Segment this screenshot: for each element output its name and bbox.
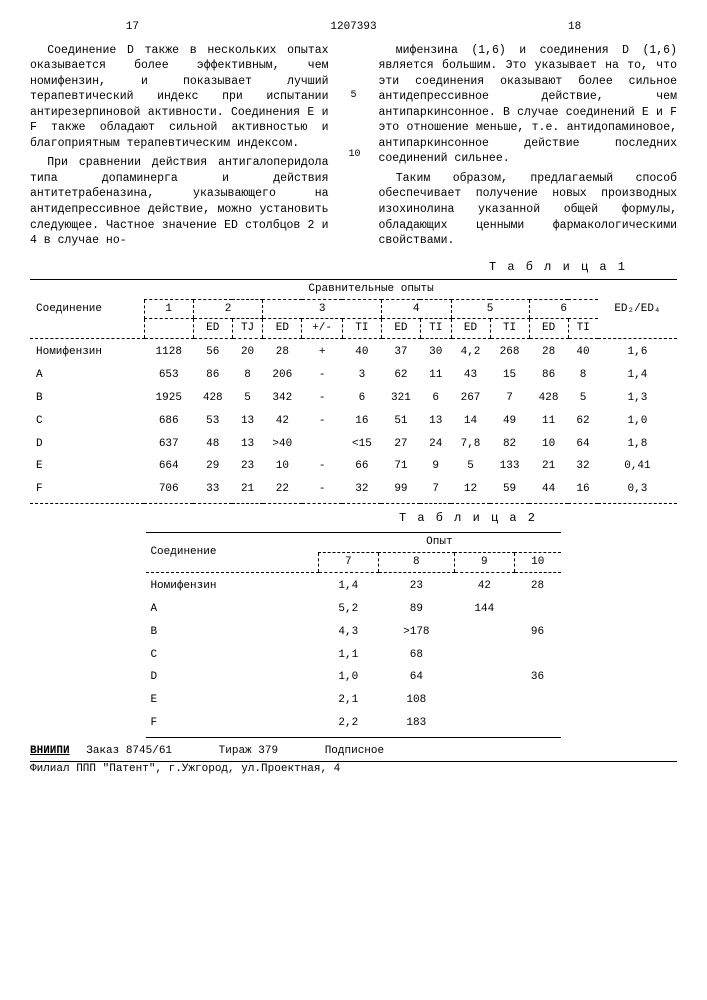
right-column: мифензина (1,6) и соединения D (1,6) явл…: [379, 43, 678, 253]
left-column: Соединение D также в нескольких опытах о…: [30, 43, 329, 253]
left-p1: Соединение D также в нескольких опытах о…: [30, 43, 329, 152]
table-row: B19254285342-63216267742851,3: [30, 385, 677, 408]
footer-org: ВНИИПИ: [30, 744, 70, 759]
t2-group-header: Опыт: [318, 533, 560, 553]
footer-addr: Филиал ППП "Патент", г.Ужгород, ул.Проек…: [30, 762, 677, 777]
table-row: F2,2183: [146, 710, 560, 737]
table-row: A5,289144: [146, 596, 560, 619]
t1-compound-header: Соединение: [30, 279, 144, 339]
table2-label: Т а б л и ц а 2: [30, 510, 537, 526]
t1-group-header: Сравнительные опыты: [144, 279, 598, 299]
table-row: B4,3>17896: [146, 619, 560, 642]
table-row: E664292310-66719513321320,41: [30, 453, 677, 476]
right-p1: мифензина (1,6) и соединения D (1,6) явл…: [379, 43, 678, 167]
text-columns: Соединение D также в нескольких опытах о…: [30, 43, 677, 253]
table-row: D1,06436: [146, 664, 560, 687]
page-num-left: 17: [126, 20, 139, 35]
footer-order: Заказ 8745/61: [86, 744, 172, 759]
table-row: Номифензин1,4234228: [146, 573, 560, 596]
table-row: D6374813>40<1527247,88210641,8: [30, 431, 677, 454]
t2-compound-header: Соединение: [146, 533, 318, 573]
right-p2: Таким образом, предлагаемый способ обесп…: [379, 171, 678, 249]
t1-ratio-header: ED₂/ED₄: [598, 279, 677, 339]
footer-tirazh: Тираж 379: [219, 744, 278, 759]
table-row: C1,168: [146, 642, 560, 665]
page-header: 17 1207393 18: [30, 20, 677, 35]
left-p2: При сравнении действия антигалоперидола …: [30, 155, 329, 248]
page-num-right: 18: [568, 20, 581, 35]
table-row: C686531342-165113144911621,0: [30, 408, 677, 431]
table-row: F706332122-32997125944160,3: [30, 476, 677, 503]
table-row: E2,1108: [146, 687, 560, 710]
doc-number: 1207393: [330, 20, 376, 35]
margin-line-nums: 5 10: [349, 43, 359, 253]
footer-sub: Подписное: [325, 744, 384, 759]
table-2: Соединение Опыт 7 8 9 10 Номифензин1,423…: [146, 532, 560, 738]
table-row: A653868206-3621143158681,4: [30, 362, 677, 385]
footer: ВНИИПИ Заказ 8745/61 Тираж 379 Подписное…: [30, 744, 677, 777]
table1-label: Т а б л и ц а 1: [30, 259, 627, 275]
table-1: Соединение Сравнительные опыты ED₂/ED₄ 1…: [30, 279, 677, 504]
table-row: Номифензин1128562028+4037304,226828401,6: [30, 339, 677, 362]
